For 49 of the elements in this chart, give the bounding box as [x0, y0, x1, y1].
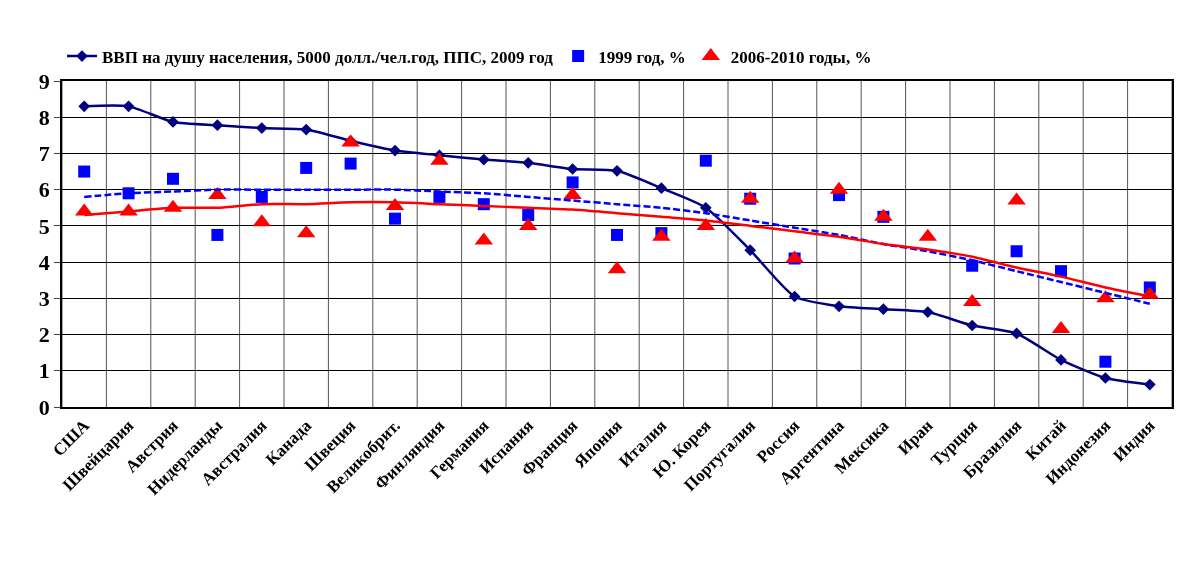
- line-series: [82, 188, 1152, 306]
- y-tick-label: 8: [38, 104, 50, 130]
- y-tick-label: 2: [38, 322, 50, 348]
- point: [78, 165, 91, 178]
- point: [300, 123, 313, 136]
- y-tick-label: 7: [38, 141, 50, 167]
- point: [389, 212, 401, 225]
- point: [211, 119, 224, 132]
- y-tick-label: 5: [38, 213, 50, 239]
- point: [966, 319, 979, 332]
- y-tick-label: 3: [38, 286, 50, 312]
- y-tick-label: 9: [38, 68, 50, 94]
- legend-label: 1999 год, %: [598, 47, 686, 67]
- point: [788, 290, 801, 303]
- point: [167, 172, 179, 185]
- point: [744, 244, 757, 257]
- point: [300, 161, 313, 174]
- point: [1010, 245, 1023, 258]
- point: [655, 182, 668, 195]
- legend-label: 2006-2010 годы, %: [730, 47, 872, 67]
- point: [389, 144, 401, 157]
- point: [1099, 355, 1112, 368]
- point: [966, 259, 979, 272]
- point: [1010, 327, 1023, 340]
- point: [833, 300, 845, 313]
- point: [255, 190, 268, 203]
- point: [122, 100, 135, 113]
- y-tick-label: 0: [38, 394, 50, 420]
- point: [877, 303, 890, 316]
- point: [699, 201, 712, 214]
- point: [477, 153, 490, 166]
- point: [611, 228, 623, 241]
- point: [522, 157, 535, 169]
- point: [611, 164, 623, 177]
- point: [921, 306, 934, 318]
- point: [699, 154, 712, 167]
- point: [255, 122, 268, 134]
- point: [566, 163, 579, 175]
- y-tick-label: 1: [38, 358, 50, 384]
- point: [211, 228, 224, 241]
- point: [522, 209, 535, 222]
- legend-label: ВВП на душу населения, 5000 долл./чел.год, ППС, 2009 год: [102, 47, 554, 67]
- y-tick-label: 4: [38, 249, 50, 275]
- point: [78, 100, 91, 113]
- point: [1099, 372, 1112, 384]
- point: [566, 176, 579, 189]
- point: [1143, 378, 1156, 391]
- y-tick-label: 6: [38, 177, 50, 203]
- point: [344, 157, 357, 170]
